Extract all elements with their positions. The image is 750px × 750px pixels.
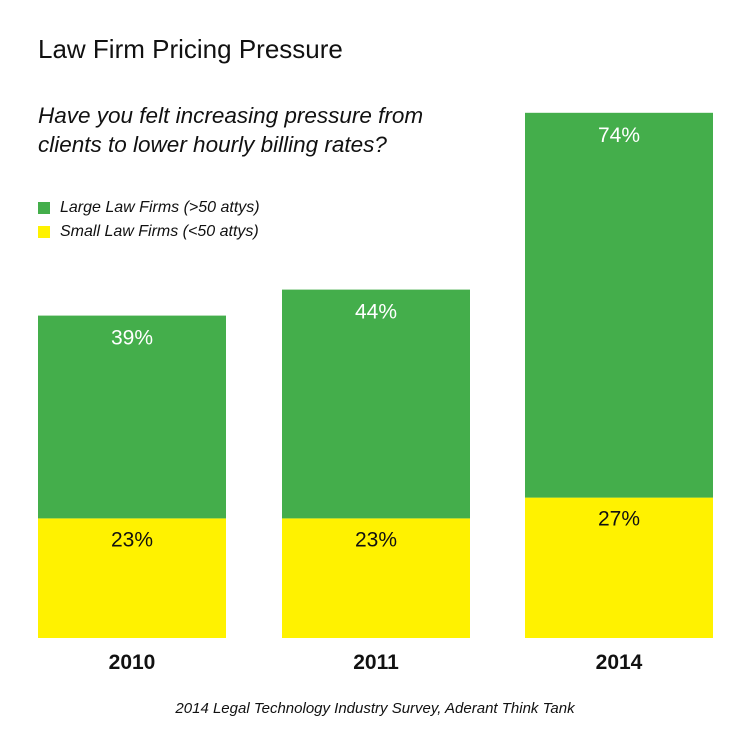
data-label-small-2010: 23%: [111, 528, 153, 551]
legend-swatch-small-firms: [38, 226, 50, 238]
legend: Large Law Firms (>50 attys) Small Law Fi…: [38, 196, 260, 244]
bar-small-2014: [525, 497, 713, 638]
x-tick-label-2014: 2014: [596, 651, 643, 674]
legend-swatch-large-firms: [38, 202, 50, 214]
bar-large-2011: [282, 289, 470, 519]
legend-item-large-firms: Large Law Firms (>50 attys): [38, 196, 260, 220]
bar-large-2010: [38, 315, 226, 519]
bar-small-2011: [282, 518, 470, 638]
x-tick-label-2011: 2011: [353, 651, 399, 674]
source-note: 2014 Legal Technology Industry Survey, A…: [175, 700, 575, 717]
data-label-large-2014: 74%: [598, 124, 640, 147]
legend-label-small-firms: Small Law Firms (<50 attys): [60, 223, 259, 240]
data-label-small-2011: 23%: [355, 528, 397, 551]
data-label-large-2010: 39%: [111, 327, 153, 350]
bar-small-2010: [38, 518, 226, 638]
bar-large-2014: [525, 112, 713, 498]
data-label-small-2014: 27%: [598, 508, 640, 531]
chart-subtitle-question: Have you felt increasing pressure from c…: [38, 103, 424, 157]
legend-label-large-firms: Large Law Firms (>50 attys): [60, 199, 260, 216]
legend-item-small-firms: Small Law Firms (<50 attys): [38, 220, 260, 244]
x-tick-label-2010: 2010: [109, 651, 156, 674]
chart-title: Law Firm Pricing Pressure: [38, 34, 343, 64]
data-label-large-2011: 44%: [355, 301, 397, 324]
